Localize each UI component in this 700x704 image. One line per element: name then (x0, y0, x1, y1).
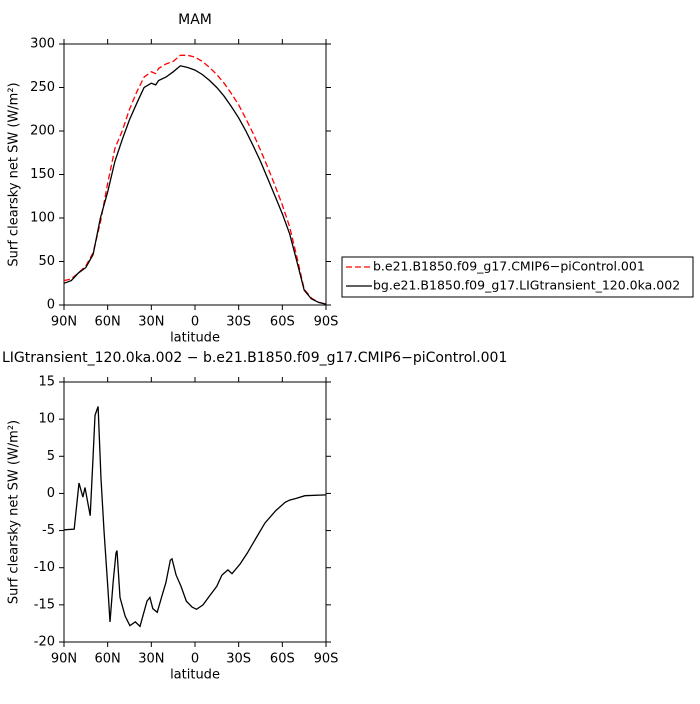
y-tick-label: 15 (38, 375, 55, 390)
x-tick-label: 90N (51, 652, 77, 667)
y-tick-label: -5 (42, 523, 55, 538)
y-tick-label: -15 (34, 597, 55, 612)
y-tick-label: 0 (47, 486, 55, 501)
x-tick-label: 90N (51, 315, 77, 330)
legend-label: bg.e21.B1850.f09_g17.LIGtransient_120.0k… (373, 278, 680, 293)
y-tick-label: -20 (34, 635, 55, 650)
x-tick-label: 90S (314, 652, 339, 667)
x-tick-label: 90S (314, 315, 339, 330)
y-axis-label: Surf clearsky net SW (W/m²) (7, 420, 22, 604)
y-tick-label: 10 (38, 412, 55, 427)
x-tick-label: 60N (95, 315, 121, 330)
x-tick-label: 30N (138, 652, 164, 667)
series-line (63, 54, 327, 305)
series-line (63, 65, 327, 305)
y-tick-label: -10 (34, 560, 55, 575)
y-tick-label: 5 (47, 449, 55, 464)
series-line (63, 406, 327, 628)
x-tick-label: 30S (226, 315, 251, 330)
y-tick-label: 100 (30, 211, 55, 226)
x-tick-label: 0 (191, 652, 199, 667)
x-axis-label: latitude (170, 668, 220, 683)
x-tick-label: 30S (226, 652, 251, 667)
y-tick-label: 50 (38, 254, 55, 269)
legend-frame (341, 256, 694, 298)
x-tick-label: 60N (95, 652, 121, 667)
y-tick-label: 250 (30, 80, 55, 95)
x-tick-label: 60S (270, 315, 295, 330)
legend-label: b.e21.B1850.f09_g17.CMIP6−piControl.001 (373, 259, 645, 274)
chart-title: MAM (178, 12, 212, 28)
y-tick-label: 200 (30, 124, 55, 139)
x-tick-label: 60S (270, 652, 295, 667)
x-axis-label: latitude (170, 331, 220, 346)
plot-frame (63, 43, 327, 306)
y-tick-label: 150 (30, 167, 55, 182)
y-tick-label: 0 (47, 298, 55, 313)
chart-title: LIGtransient_120.0ka.002 − b.e21.B1850.f… (2, 350, 507, 366)
x-tick-label: 30N (138, 315, 164, 330)
y-tick-label: 300 (30, 37, 55, 52)
y-axis-label: Surf clearsky net SW (W/m²) (7, 82, 22, 266)
x-tick-label: 0 (191, 315, 199, 330)
